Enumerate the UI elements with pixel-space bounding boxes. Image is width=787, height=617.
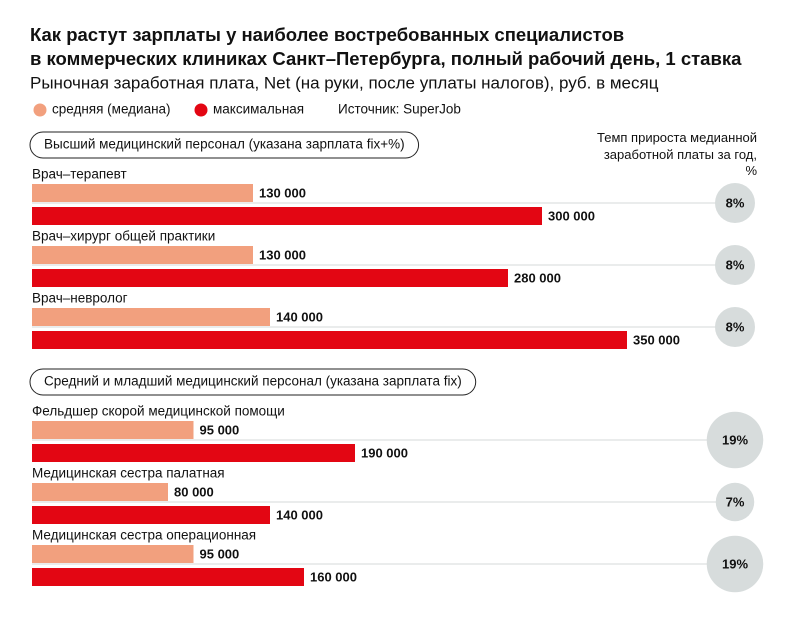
value-label: 130 000 <box>259 185 306 200</box>
source: Источник: SuperJob <box>338 102 461 117</box>
value-label: 300 000 <box>548 208 595 223</box>
group-pill <box>29 368 477 396</box>
chart-subtitle: Рыночная заработная плата, Net (на руки,… <box>30 73 659 92</box>
value-label: 280 000 <box>514 270 561 285</box>
legend-swatch <box>194 103 208 117</box>
growth-title: Темп прироста медианной заработной платы… <box>597 130 757 178</box>
category-label: Фельдшер скорой медицинской помощи <box>32 404 285 419</box>
group-label: Средний и младший медицинский персонал (… <box>44 374 462 389</box>
value-label: 160 000 <box>310 569 357 584</box>
category-label: Медицинская сестра операционная <box>32 528 256 543</box>
growth-circle <box>706 411 764 469</box>
bar <box>32 444 355 462</box>
chart-title: в коммерческих клиниках Санкт–Петербурга… <box>30 48 742 69</box>
growth-circle <box>706 535 764 593</box>
legend-label: максимальная <box>213 102 304 117</box>
bar <box>32 331 627 349</box>
bar <box>32 545 194 563</box>
bar <box>32 568 304 586</box>
bar <box>32 421 194 439</box>
chart-title: Как растут зарплаты у наиболее востребов… <box>30 24 624 45</box>
value-label: 190 000 <box>361 445 408 460</box>
bar <box>32 308 270 326</box>
growth-circle <box>715 307 755 347</box>
growth-label: 8% <box>726 319 745 334</box>
value-label: 140 000 <box>276 309 323 324</box>
legend-label: средняя (медиана) <box>52 102 171 117</box>
growth-circle <box>715 183 755 223</box>
category-label: Врач–хирург общей практики <box>32 229 215 244</box>
bar <box>32 269 508 287</box>
growth-label: 8% <box>726 257 745 272</box>
growth-circle <box>715 245 755 285</box>
group-pill <box>29 131 420 159</box>
value-label: 140 000 <box>276 507 323 522</box>
category-label: Врач–невролог <box>32 291 128 306</box>
category-label: Врач–терапевт <box>32 167 127 182</box>
bar <box>32 184 253 202</box>
growth-circle <box>715 482 755 522</box>
growth-label: 19% <box>722 432 748 447</box>
group-label: Высший медицинский персонал (указана зар… <box>44 137 405 152</box>
value-label: 130 000 <box>259 247 306 262</box>
value-label: 80 000 <box>174 484 214 499</box>
bar <box>32 207 542 225</box>
value-label: 95 000 <box>200 546 240 561</box>
category-label: Медицинская сестра палатная <box>32 466 225 481</box>
value-label: 95 000 <box>200 422 240 437</box>
growth-label: 7% <box>726 494 745 509</box>
growth-label: 8% <box>726 195 745 210</box>
bar <box>32 506 270 524</box>
bar <box>32 246 253 264</box>
bar <box>32 483 168 501</box>
value-label: 350 000 <box>633 332 680 347</box>
legend-swatch <box>33 103 47 117</box>
growth-label: 19% <box>722 556 748 571</box>
